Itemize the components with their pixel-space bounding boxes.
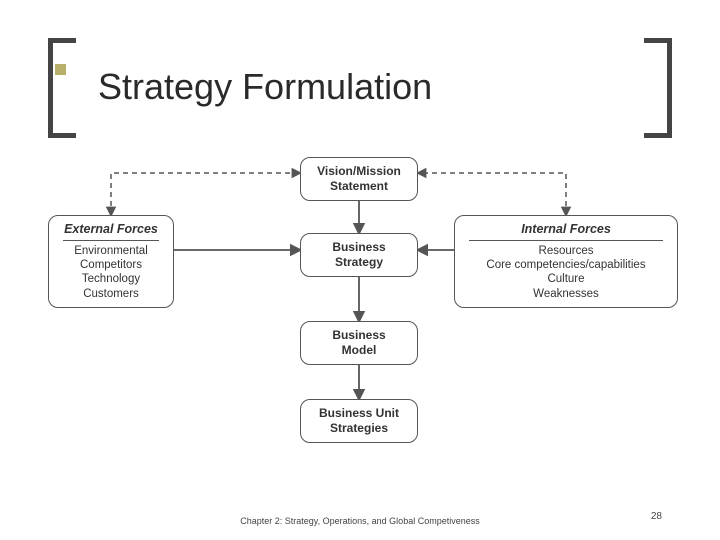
page-number: 28 [651,511,662,522]
node-vision: Vision/MissionStatement [300,157,418,201]
accent-square [55,64,66,75]
node-internal: Internal ForcesResourcesCore competencie… [454,215,678,308]
node-bunit: Business UnitStrategies [300,399,418,443]
strategy-diagram: Vision/MissionStatement External ForcesEn… [0,155,720,475]
node-bstrategy: BusinessStrategy [300,233,418,277]
title-bracket-right [644,38,672,138]
title-bracket-left [48,38,76,138]
node-bmodel: BusinessModel [300,321,418,365]
page-title: Strategy Formulation [98,66,432,108]
footer-text: Chapter 2: Strategy, Operations, and Glo… [0,516,720,526]
node-external: External ForcesEnvironmentalCompetitorsT… [48,215,174,308]
